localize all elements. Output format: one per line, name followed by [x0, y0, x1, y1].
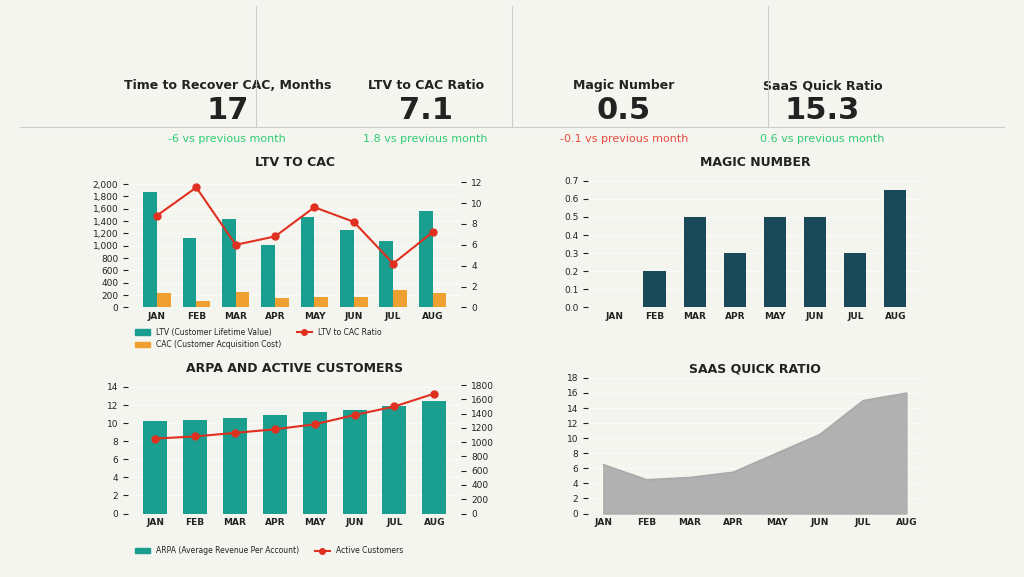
Bar: [343, 410, 367, 514]
Bar: [263, 415, 287, 514]
Text: 17: 17: [206, 96, 249, 125]
Text: 15.3: 15.3: [784, 96, 860, 125]
Bar: [684, 217, 706, 308]
Title: LTV TO CAC: LTV TO CAC: [255, 156, 335, 169]
Bar: [419, 211, 432, 308]
Bar: [885, 190, 906, 308]
Text: -6 vs previous month: -6 vs previous month: [168, 134, 286, 144]
Title: ARPA AND ACTIVE CUSTOMERS: ARPA AND ACTIVE CUSTOMERS: [186, 362, 403, 376]
Bar: [301, 218, 314, 308]
Bar: [261, 245, 275, 308]
Bar: [143, 192, 157, 308]
Bar: [422, 402, 446, 514]
Legend: LTV (Customer Lifetime Value), CAC (Customer Acquisition Cost), LTV to CAC Ratio: LTV (Customer Lifetime Value), CAC (Cust…: [132, 324, 385, 353]
Text: -0.1 vs previous month: -0.1 vs previous month: [560, 134, 688, 144]
Bar: [222, 219, 236, 308]
Bar: [157, 293, 171, 308]
Text: 0.5: 0.5: [597, 96, 651, 125]
Bar: [340, 230, 353, 308]
Bar: [314, 297, 328, 308]
Bar: [236, 291, 250, 308]
Bar: [804, 217, 826, 308]
Text: LTV to CAC Ratio: LTV to CAC Ratio: [368, 80, 483, 92]
Text: 1.8 vs previous month: 1.8 vs previous month: [364, 134, 487, 144]
Bar: [275, 298, 289, 308]
Bar: [383, 406, 407, 514]
Bar: [303, 413, 327, 514]
Bar: [143, 421, 167, 514]
Bar: [379, 241, 393, 308]
Bar: [183, 421, 207, 514]
Text: Time to Recover CAC, Months: Time to Recover CAC, Months: [124, 80, 331, 92]
Title: MAGIC NUMBER: MAGIC NUMBER: [699, 156, 810, 169]
Title: SAAS QUICK RATIO: SAAS QUICK RATIO: [689, 362, 821, 376]
Bar: [393, 290, 407, 308]
Bar: [353, 297, 368, 308]
Legend: ARPA (Average Revenue Per Account), Active Customers: ARPA (Average Revenue Per Account), Acti…: [132, 544, 407, 559]
Bar: [197, 301, 210, 308]
Text: 7.1: 7.1: [398, 96, 453, 125]
Bar: [182, 238, 197, 308]
Bar: [223, 418, 247, 514]
Bar: [432, 293, 446, 308]
Text: SaaS Quick Ratio: SaaS Quick Ratio: [763, 80, 883, 92]
Bar: [724, 253, 745, 308]
Bar: [764, 217, 786, 308]
Text: 0.6 vs previous month: 0.6 vs previous month: [760, 134, 885, 144]
Text: Magic Number: Magic Number: [573, 80, 675, 92]
Bar: [643, 271, 666, 308]
Bar: [844, 253, 866, 308]
